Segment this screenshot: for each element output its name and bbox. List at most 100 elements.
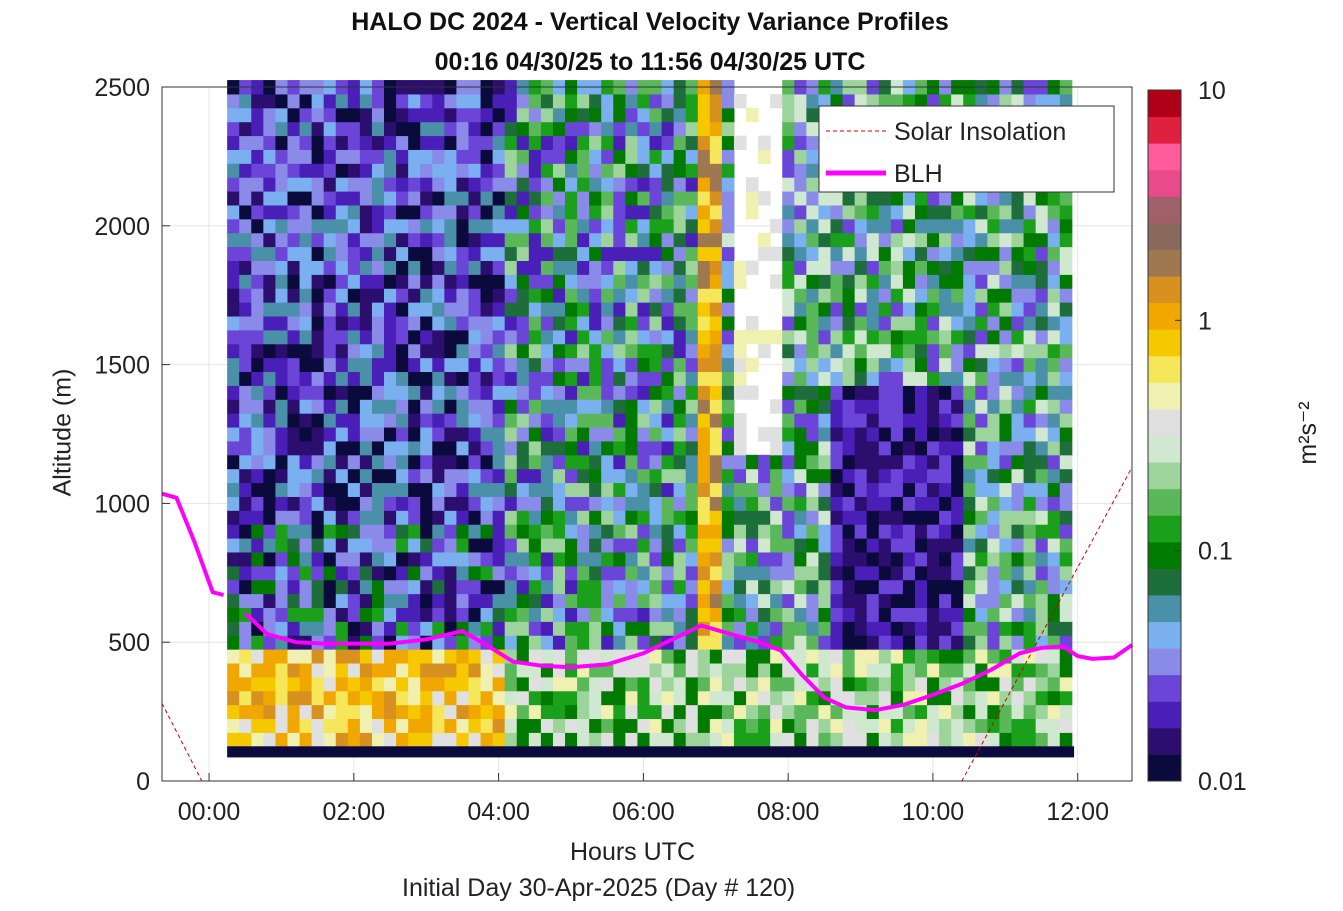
- heatmap-cell: [818, 482, 832, 497]
- heatmap-cell: [975, 93, 988, 109]
- heatmap-cell: [287, 399, 301, 414]
- heatmap-cell: [492, 551, 506, 567]
- heatmap-cell: [601, 510, 614, 525]
- heatmap-cell: [504, 663, 518, 678]
- heatmap-cell: [263, 371, 276, 386]
- heatmap-cell: [866, 482, 880, 497]
- heatmap-cell: [251, 260, 264, 275]
- heatmap-cell: [251, 732, 264, 747]
- heatmap-cell: [697, 510, 711, 525]
- colorbar-frame: [1147, 89, 1182, 782]
- heatmap-cell: [709, 510, 723, 525]
- heatmap-cell: [239, 232, 252, 248]
- heatmap-cell: [1011, 607, 1025, 622]
- heatmap-cell: [685, 191, 699, 206]
- heatmap-cell: [299, 191, 313, 206]
- heatmap-cell: [721, 649, 735, 664]
- heatmap-cell: [999, 718, 1013, 733]
- heatmap-cell: [830, 551, 844, 567]
- heatmap-cell: [468, 191, 482, 206]
- heatmap-cell: [878, 232, 892, 248]
- heatmap-cell: [721, 274, 735, 289]
- heatmap-cell: [806, 246, 819, 261]
- heatmap-cell: [347, 371, 361, 386]
- heatmap-cell: [468, 676, 482, 692]
- heatmap-cell: [806, 454, 819, 470]
- heatmap-cell: [1059, 371, 1073, 386]
- heatmap-cell: [890, 260, 904, 275]
- heatmap-cell: [842, 316, 856, 331]
- heatmap-cell: [987, 538, 1000, 553]
- heatmap-cell: [830, 316, 844, 331]
- heatmap-cell: [866, 454, 880, 470]
- heatmap-cell: [239, 357, 252, 373]
- heatmap-cell: [565, 413, 578, 428]
- heatmap-cell: [830, 510, 844, 525]
- heatmap-cell: [480, 718, 494, 733]
- heatmap-cell: [504, 538, 518, 553]
- heatmap-cell: [601, 413, 614, 428]
- heatmap-cell: [408, 607, 421, 622]
- heatmap-cell: [456, 329, 469, 345]
- heatmap-cell: [999, 635, 1013, 650]
- heatmap-cell: [516, 579, 530, 595]
- heatmap-cell: [432, 551, 445, 567]
- heatmap-cell: [323, 468, 337, 484]
- heatmap-cell: [685, 676, 699, 692]
- heatmap-cell: [516, 385, 530, 400]
- heatmap-cell: [227, 649, 240, 664]
- heatmap-cell: [830, 204, 844, 220]
- heatmap-cell: [685, 427, 699, 442]
- heatmap-cell: [709, 246, 723, 261]
- heatmap-cell: [359, 260, 373, 275]
- heatmap-cell: [818, 704, 832, 720]
- heatmap-cell: [1035, 621, 1049, 636]
- heatmap-cell: [565, 218, 578, 234]
- heatmap-cell: [939, 510, 952, 525]
- heatmap-cell: [408, 135, 421, 150]
- heatmap-cell: [866, 329, 880, 345]
- heatmap-cell: [299, 551, 313, 567]
- heatmap-cell: [263, 663, 276, 678]
- heatmap-cell: [251, 621, 264, 636]
- heatmap-cell: [263, 135, 276, 150]
- heatmap-cell: [480, 593, 494, 608]
- heatmap-cell: [601, 690, 614, 706]
- heatmap-cell: [263, 635, 276, 650]
- heatmap-cell: [480, 482, 494, 497]
- heatmap-cell: [287, 440, 301, 456]
- heatmap-cell: [999, 427, 1013, 442]
- heatmap-cell: [456, 551, 469, 567]
- heatmap-cell: [287, 371, 301, 386]
- heatmap-cell: [516, 649, 530, 664]
- heatmap-cell: [251, 427, 264, 442]
- heatmap-cell: [251, 718, 264, 733]
- heatmap-cell: [565, 121, 578, 137]
- heatmap-cell: [951, 524, 964, 539]
- heatmap-cell: [420, 579, 433, 595]
- heatmap-cell: [999, 621, 1013, 636]
- heatmap-cell: [818, 440, 832, 456]
- heatmap-cell: [782, 593, 795, 608]
- heatmap-cell: [480, 427, 494, 442]
- heatmap-cell: [746, 704, 759, 720]
- heatmap-cell: [746, 329, 759, 345]
- heatmap-cell: [468, 343, 482, 359]
- heatmap-cell: [999, 468, 1013, 484]
- heatmap-cell: [540, 385, 554, 400]
- heatmap-cell: [625, 663, 638, 678]
- heatmap-cell: [939, 246, 952, 261]
- heatmap-cell: [1023, 565, 1037, 581]
- heatmap-cell: [516, 607, 530, 622]
- heatmap-cell: [275, 538, 288, 553]
- heatmap-cell: [468, 496, 482, 511]
- heatmap-cell: [878, 93, 892, 109]
- heatmap-cell: [275, 732, 288, 747]
- heatmap-cell: [601, 551, 614, 567]
- heatmap-cell: [251, 663, 264, 678]
- heatmap-cell: [239, 732, 252, 747]
- heatmap-cell: [396, 329, 409, 345]
- heatmap-cell: [637, 204, 650, 220]
- heatmap-cell: [299, 121, 313, 137]
- heatmap-cell: [878, 593, 892, 608]
